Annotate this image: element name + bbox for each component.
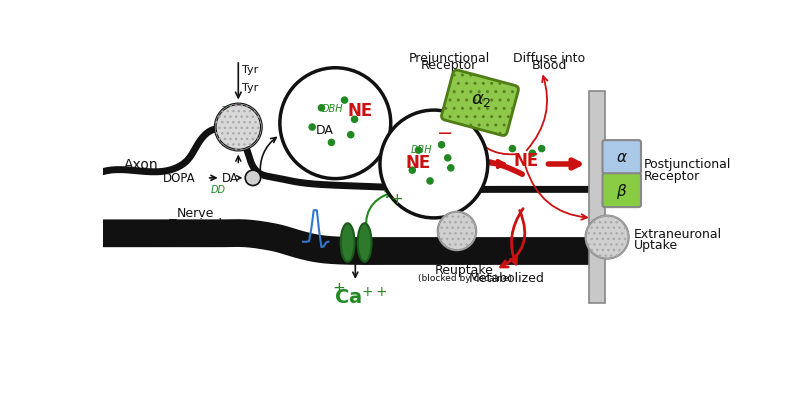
Circle shape (310, 125, 315, 131)
Text: DA: DA (315, 124, 333, 136)
Circle shape (427, 179, 433, 185)
Text: Nerve: Nerve (177, 207, 214, 220)
Text: Diffuse into: Diffuse into (513, 52, 585, 65)
Text: $\beta$: $\beta$ (616, 181, 627, 200)
Circle shape (447, 165, 454, 171)
Bar (589, 92, 604, 303)
Circle shape (318, 105, 325, 112)
Text: $\alpha_2$: $\alpha_2$ (472, 91, 492, 109)
Text: +: + (391, 192, 403, 207)
Text: Reuptake: Reuptake (435, 263, 494, 276)
Circle shape (415, 148, 422, 154)
Text: DOPA: DOPA (163, 171, 195, 184)
Circle shape (347, 132, 354, 139)
Text: Terminal: Terminal (168, 217, 222, 230)
Text: Neuronal: Neuronal (436, 254, 493, 267)
Text: Extraneuronal: Extraneuronal (634, 227, 722, 240)
Circle shape (245, 171, 260, 186)
Text: DBH: DBH (322, 104, 344, 113)
Text: Ca$^{++}$: Ca$^{++}$ (334, 287, 388, 308)
Text: −: − (437, 124, 453, 143)
Circle shape (438, 142, 445, 149)
FancyBboxPatch shape (442, 71, 518, 136)
Text: NE: NE (513, 152, 538, 170)
Circle shape (342, 98, 347, 104)
Text: +: + (332, 280, 345, 295)
Text: Prejunctional: Prejunctional (409, 52, 490, 65)
Text: NE: NE (347, 102, 373, 120)
Text: Receptor: Receptor (422, 60, 477, 72)
Circle shape (509, 146, 516, 152)
Text: Blood: Blood (532, 60, 567, 72)
Circle shape (530, 151, 535, 157)
Circle shape (409, 168, 415, 174)
Circle shape (215, 104, 261, 151)
Text: Uptake: Uptake (634, 239, 678, 252)
FancyBboxPatch shape (603, 141, 641, 175)
Text: Postjunctional: Postjunctional (643, 158, 731, 171)
Circle shape (328, 140, 334, 146)
Text: DD: DD (210, 185, 226, 195)
Circle shape (438, 212, 476, 251)
Text: NE: NE (405, 153, 430, 171)
Circle shape (538, 146, 545, 152)
Text: Metabolized: Metabolized (469, 271, 545, 284)
Text: Tyr: Tyr (242, 65, 259, 75)
Ellipse shape (341, 224, 355, 262)
Circle shape (280, 68, 391, 179)
Circle shape (351, 117, 358, 123)
Text: Tyr: Tyr (242, 83, 259, 93)
Circle shape (445, 156, 451, 162)
Circle shape (585, 216, 629, 259)
Text: $\alpha$: $\alpha$ (616, 151, 628, 165)
Text: TH: TH (222, 106, 235, 116)
Text: Axon: Axon (124, 158, 159, 172)
FancyBboxPatch shape (603, 174, 641, 208)
Text: DA: DA (222, 171, 239, 184)
Text: (blocked by cocaine): (blocked by cocaine) (418, 274, 512, 283)
Text: Receptor: Receptor (643, 170, 700, 183)
Circle shape (380, 111, 488, 218)
Ellipse shape (358, 224, 372, 262)
Text: DBH: DBH (411, 144, 432, 154)
